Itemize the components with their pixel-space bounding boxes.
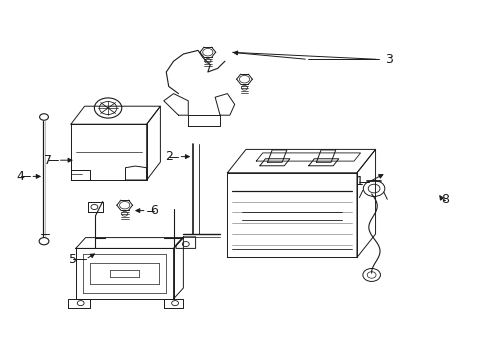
Text: 2: 2 (164, 150, 172, 163)
Text: 3: 3 (384, 53, 392, 66)
Text: 8: 8 (440, 193, 448, 206)
Text: 5: 5 (69, 253, 77, 266)
Text: 6: 6 (150, 204, 158, 217)
Text: 1: 1 (355, 175, 363, 188)
Text: 4: 4 (17, 170, 24, 183)
Text: 7: 7 (44, 154, 52, 167)
